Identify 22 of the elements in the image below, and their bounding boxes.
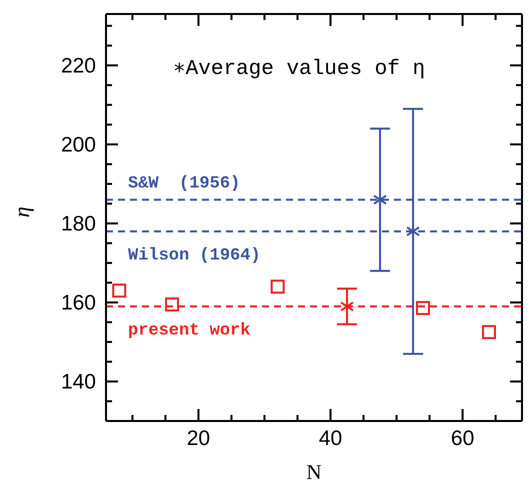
annotation: ∗Average values of η [173, 58, 426, 81]
point [406, 223, 420, 240]
point [270, 280, 285, 294]
point [482, 325, 496, 340]
y-tick-label: 200 [60, 133, 96, 156]
y-tick-label: 180 [60, 212, 96, 236]
point [165, 297, 180, 312]
point [340, 298, 354, 314]
ref-line-label: Wilson (1964) [128, 246, 261, 266]
y-tick-label: 160 [60, 291, 96, 314]
ref-line-label: S&W (1956) [128, 174, 240, 194]
y-tick-label: 140 [60, 370, 96, 394]
y-tick-label: 220 [60, 54, 96, 78]
point [416, 300, 430, 315]
point [112, 284, 126, 298]
x-tick-label: 20 [186, 427, 210, 450]
point [373, 192, 388, 208]
x-tick-label: 40 [318, 427, 342, 450]
x-tick-label: 60 [450, 427, 474, 450]
x-axis-title: N [306, 460, 322, 484]
y-axis-title: η [8, 206, 34, 218]
ref-line-label: present work [128, 321, 250, 340]
